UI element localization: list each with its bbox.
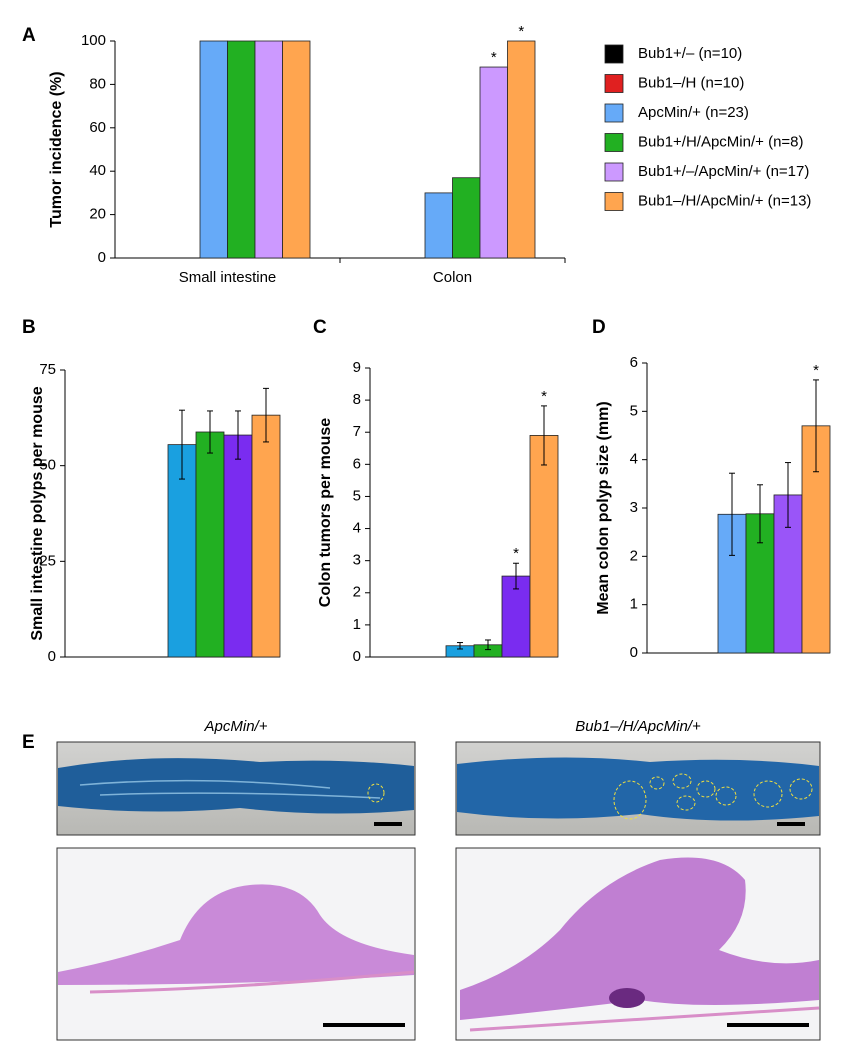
colon-photo (56, 741, 416, 836)
y-tick-label: 0 (353, 648, 361, 665)
legend-label: Bub1–/H (n=10) (638, 74, 744, 91)
y-tick-label: 2 (353, 584, 361, 601)
image-label: Bub1–/H/ApcMin/+ (575, 718, 701, 735)
bar (282, 40, 311, 259)
significance-mark: * (813, 362, 819, 379)
y-tick-label: 4 (630, 451, 638, 468)
bar (195, 431, 225, 658)
y-tick-label: 75 (39, 361, 56, 378)
y-tick-label: 0 (48, 648, 56, 665)
y-tick-label: 9 (353, 359, 361, 376)
x-tick-label: Colon (433, 269, 472, 286)
bar (479, 66, 508, 259)
y-tick-label: 40 (89, 162, 106, 179)
bar (507, 40, 536, 259)
y-tick-label: 2 (630, 547, 638, 564)
legend-label: Bub1+/H/ApcMin/+ (n=8) (638, 133, 804, 150)
bar (452, 177, 481, 259)
legend-swatch (604, 133, 624, 152)
y-axis-label: Colon tumors per mouse (317, 418, 334, 607)
bar (223, 434, 253, 658)
bar (227, 40, 256, 259)
bar (199, 40, 228, 259)
significance-mark: * (518, 23, 524, 40)
bar (529, 435, 559, 658)
bar (254, 40, 283, 259)
legend-label: ApcMin/+ (n=23) (638, 104, 749, 121)
y-tick-label: 0 (98, 249, 106, 266)
image-label: ApcMin/+ (204, 718, 268, 735)
y-tick-label: 50 (39, 457, 56, 474)
y-tick-label: 100 (81, 32, 106, 49)
y-tick-label: 1 (353, 616, 361, 633)
panel-label: A (22, 25, 36, 46)
legend-label: Bub1+/– (n=10) (638, 45, 742, 62)
histology-photo (56, 847, 416, 1041)
bar (424, 192, 453, 259)
y-tick-label: 8 (353, 391, 361, 408)
x-tick-label: Small intestine (179, 269, 277, 286)
legend-label: Bub1+/–/ApcMin/+ (n=17) (638, 163, 809, 180)
y-tick-label: 3 (353, 552, 361, 569)
y-axis-label: Small intestine polyps per mouse (29, 386, 46, 640)
legend-label: Bub1–/H/ApcMin/+ (n=13) (638, 192, 811, 209)
panel-label: D (592, 317, 606, 338)
bar (501, 575, 531, 658)
y-tick-label: 80 (89, 75, 106, 92)
colon-photo (455, 741, 821, 836)
y-tick-label: 5 (353, 487, 361, 504)
significance-mark: * (513, 545, 519, 562)
y-tick-label: 25 (39, 552, 56, 569)
legend-swatch (604, 103, 624, 123)
y-tick-label: 4 (353, 520, 361, 537)
y-tick-label: 0 (630, 644, 638, 661)
legend-swatch (604, 74, 624, 93)
legend-swatch (604, 44, 624, 64)
legend-swatch (604, 162, 624, 182)
panel-label: B (22, 317, 36, 338)
y-tick-label: 20 (89, 206, 106, 223)
y-tick-label: 60 (89, 119, 106, 136)
legend-swatch (604, 192, 624, 211)
significance-mark: * (491, 49, 497, 66)
y-tick-label: 1 (630, 596, 638, 613)
y-tick-label: 6 (630, 354, 638, 371)
y-tick-label: 7 (353, 423, 361, 440)
y-axis-label: Tumor incidence (%) (48, 71, 65, 227)
y-tick-label: 5 (630, 402, 638, 419)
significance-mark: * (541, 388, 547, 405)
panel-label: C (313, 317, 327, 338)
y-tick-label: 3 (630, 499, 638, 516)
panel-label: E (22, 732, 35, 753)
bar (251, 414, 281, 658)
y-tick-label: 6 (353, 455, 361, 472)
histology-photo (455, 847, 821, 1041)
y-axis-label: Mean colon polyp size (mm) (595, 401, 612, 614)
